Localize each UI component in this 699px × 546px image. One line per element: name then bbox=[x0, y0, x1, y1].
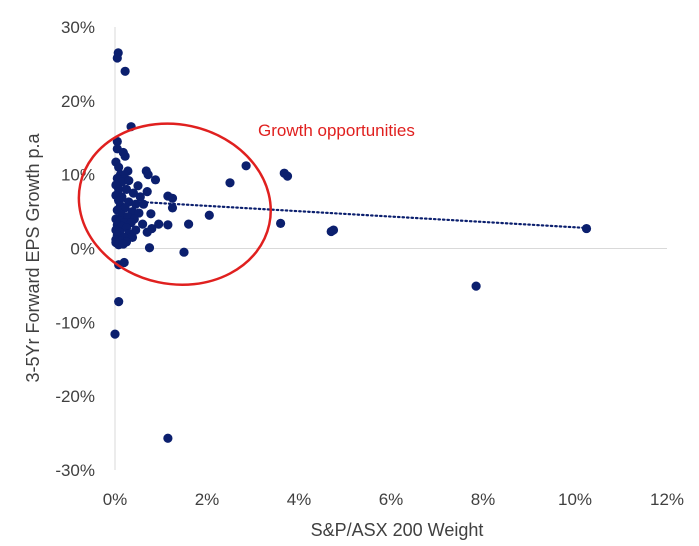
x-tick-label: 4% bbox=[287, 490, 312, 509]
data-point bbox=[120, 66, 130, 76]
data-point bbox=[114, 297, 124, 307]
y-tick-label: 30% bbox=[61, 18, 95, 37]
data-point bbox=[471, 281, 481, 291]
data-point bbox=[135, 192, 145, 202]
data-point bbox=[114, 162, 124, 172]
data-point bbox=[167, 193, 178, 203]
data-point bbox=[133, 181, 143, 191]
data-point bbox=[328, 225, 339, 235]
data-point bbox=[128, 188, 138, 198]
x-axis-title: S&P/ASX 200 Weight bbox=[311, 520, 484, 540]
y-axis-title: 3-5Yr Forward EPS Growth p.a bbox=[23, 132, 43, 382]
data-point bbox=[124, 175, 134, 186]
x-tick-label: 8% bbox=[471, 490, 496, 509]
data-point bbox=[282, 171, 293, 181]
data-point bbox=[138, 219, 148, 229]
data-point bbox=[154, 219, 164, 229]
data-point bbox=[184, 219, 194, 229]
growth-opportunities-ellipse bbox=[77, 122, 272, 286]
data-point bbox=[120, 151, 130, 161]
data-point bbox=[146, 209, 156, 219]
data-points bbox=[110, 48, 592, 443]
annotation-group: Growth opportunities bbox=[77, 121, 415, 286]
data-point bbox=[121, 184, 132, 195]
y-tick-label: -10% bbox=[55, 313, 95, 332]
data-point bbox=[225, 178, 235, 188]
data-point bbox=[276, 218, 286, 228]
data-point bbox=[112, 136, 122, 147]
data-point bbox=[110, 329, 120, 339]
growth-opportunities-label: Growth opportunities bbox=[258, 121, 415, 140]
trendline bbox=[113, 199, 586, 229]
y-tick-labels: -30% -20% -10% 0% 10% 20% 30% bbox=[55, 18, 95, 480]
axes bbox=[114, 27, 667, 470]
data-point bbox=[167, 203, 178, 213]
x-tick-labels: 0% 2% 4% 6% 8% 10% 12% bbox=[103, 490, 684, 509]
data-point bbox=[119, 257, 129, 268]
x-tick-label: 6% bbox=[379, 490, 404, 509]
data-point bbox=[138, 199, 149, 209]
data-point bbox=[142, 187, 152, 197]
data-point bbox=[241, 161, 251, 171]
data-point bbox=[150, 175, 161, 185]
data-point bbox=[131, 199, 141, 209]
data-point bbox=[163, 220, 173, 230]
x-tick-label: 2% bbox=[195, 490, 220, 509]
y-tick-label: 0% bbox=[70, 240, 95, 259]
y-tick-label: -20% bbox=[55, 387, 95, 406]
data-point bbox=[118, 239, 128, 249]
y-tick-label: 20% bbox=[61, 92, 95, 111]
y-tick-label: -30% bbox=[55, 461, 95, 480]
data-point bbox=[131, 225, 141, 235]
data-point bbox=[179, 247, 189, 257]
trendline-line bbox=[113, 199, 586, 229]
x-tick-label: 0% bbox=[103, 490, 128, 509]
data-point bbox=[163, 433, 173, 443]
data-point bbox=[112, 53, 122, 63]
data-point bbox=[143, 170, 153, 180]
data-point bbox=[120, 203, 130, 213]
x-tick-label: 10% bbox=[558, 490, 592, 509]
data-point bbox=[204, 210, 214, 220]
x-tick-label: 12% bbox=[650, 490, 684, 509]
data-point bbox=[142, 227, 152, 237]
data-point bbox=[144, 243, 155, 253]
data-point bbox=[581, 223, 592, 234]
y-tick-label: 10% bbox=[61, 166, 95, 185]
